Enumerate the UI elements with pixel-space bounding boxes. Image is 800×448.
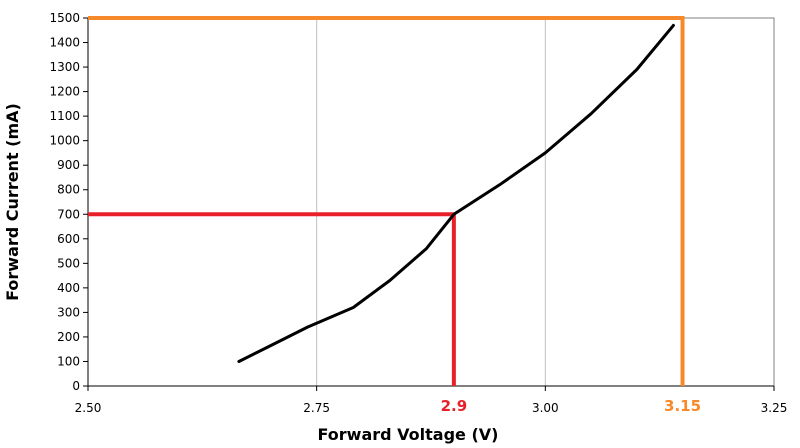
x-tick-label: 3.25 [761,401,788,415]
y-tick-label: 1300 [49,60,80,74]
y-tick-label: 500 [57,256,80,270]
y-tick-label: 700 [57,207,80,221]
y-tick-label: 300 [57,305,80,319]
x-axis-ticks: 2.50 2.75 3.00 3.25 [75,385,788,415]
y-tick-label: 900 [57,158,80,172]
x-tick-label: 3.00 [532,401,559,415]
annotation-labels: 2.9 3.15 [441,397,701,415]
series-line [237,23,675,363]
y-tick-label: 100 [57,354,80,368]
y-tick-label: 400 [57,281,80,295]
x-tick-label: 2.75 [303,401,330,415]
y-tick-label: 800 [57,183,80,197]
y-tick-label: 1000 [49,134,80,148]
y-axis-title: Forward Current (mA) [3,103,22,301]
annotation-label: 2.9 [441,397,468,415]
annotation-label: 3.15 [664,397,701,415]
annotation-guide-line [88,16,685,386]
x-tick-label: 2.50 [75,401,102,415]
y-tick-label: 0 [72,379,80,393]
y-tick-label: 600 [57,232,80,246]
y-tick-label: 1500 [49,11,80,25]
y-tick-label: 1100 [49,109,80,123]
x-axis-title: Forward Voltage (V) [318,425,499,444]
plot-area [87,17,775,387]
y-tick-label: 1200 [49,85,80,99]
y-tick-label: 200 [57,330,80,344]
y-axis-ticks: 0 100 200 300 400 500 600 700 800 900 1000 1100 1200… [49,11,89,393]
y-tick-label: 1400 [49,36,80,50]
